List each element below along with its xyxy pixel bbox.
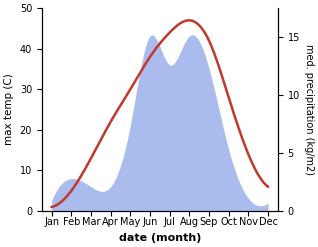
Y-axis label: med. precipitation (kg/m2): med. precipitation (kg/m2): [304, 44, 314, 175]
X-axis label: date (month): date (month): [119, 233, 201, 243]
Y-axis label: max temp (C): max temp (C): [4, 74, 14, 145]
